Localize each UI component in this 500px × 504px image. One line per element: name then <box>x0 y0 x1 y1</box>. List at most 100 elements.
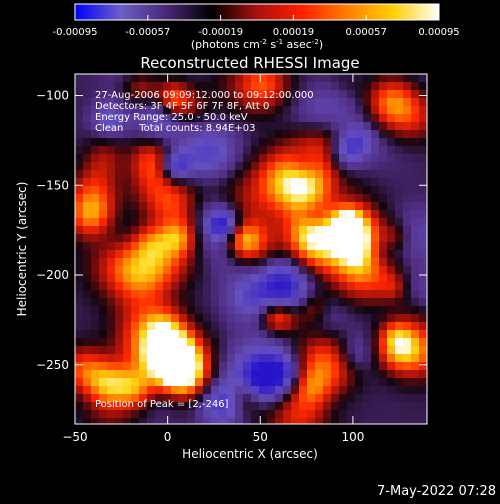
heatmap-cell <box>187 242 196 251</box>
heatmap-cell <box>419 330 427 339</box>
heatmap-cell <box>75 418 84 424</box>
heatmap-cell <box>259 162 268 171</box>
heatmap-cell <box>411 410 420 419</box>
heatmap-cell <box>139 154 148 163</box>
heatmap-cell <box>419 162 427 171</box>
heatmap-cell <box>187 82 196 91</box>
heatmap-cell <box>275 362 284 371</box>
heatmap-cell <box>219 242 228 251</box>
heatmap-cell <box>203 362 212 371</box>
heatmap-cell <box>187 146 196 155</box>
heatmap-cell <box>131 162 140 171</box>
heatmap-cell <box>331 386 340 395</box>
heatmap-cell <box>259 266 268 275</box>
heatmap-cell <box>291 226 300 235</box>
heatmap-cell <box>227 138 236 147</box>
heatmap-cell <box>147 362 156 371</box>
heatmap-cell <box>347 122 356 131</box>
heatmap-cell <box>251 98 260 107</box>
heatmap-cell <box>339 274 348 283</box>
heatmap-cell <box>203 114 212 123</box>
heatmap-cell <box>243 362 252 371</box>
heatmap-cell <box>411 226 420 235</box>
heatmap-cell <box>339 410 348 419</box>
heatmap-cell <box>75 218 84 227</box>
heatmap-cell <box>355 122 364 131</box>
heatmap-cell <box>315 178 324 187</box>
heatmap-cell <box>283 138 292 147</box>
heatmap-cell <box>307 258 316 267</box>
heatmap-cell <box>331 186 340 195</box>
heatmap-cell <box>243 202 252 211</box>
heatmap-cell <box>171 274 180 283</box>
heatmap-cell <box>243 386 252 395</box>
heatmap-cell <box>323 194 332 203</box>
heatmap-cell <box>307 370 316 379</box>
heatmap-cell <box>83 138 92 147</box>
heatmap-cell <box>355 346 364 355</box>
heatmap-cell <box>115 242 124 251</box>
heatmap-cell <box>115 162 124 171</box>
heatmap-cell <box>115 266 124 275</box>
heatmap-cell <box>371 354 380 363</box>
heatmap-cell <box>355 210 364 219</box>
heatmap-cell <box>331 258 340 267</box>
heatmap-cell <box>131 386 140 395</box>
heatmap-cell <box>403 266 412 275</box>
heatmap-cell <box>131 210 140 219</box>
heatmap-cell <box>83 146 92 155</box>
heatmap-cell <box>147 106 156 115</box>
heatmap-cell <box>379 394 388 403</box>
heatmap-cell <box>91 322 100 331</box>
heatmap-cell <box>411 210 420 219</box>
heatmap-cell <box>75 266 84 275</box>
heatmap-cell <box>419 266 427 275</box>
heatmap-cell <box>123 242 132 251</box>
heatmap-cell <box>219 282 228 291</box>
heatmap-cell <box>411 394 420 403</box>
heatmap-cell <box>75 354 84 363</box>
axis-ticks: −50 0 50 100−100−150−200−250 <box>36 74 427 444</box>
heatmap-cell <box>195 98 204 107</box>
heatmap-cell <box>299 386 308 395</box>
heatmap-cell <box>395 106 404 115</box>
heatmap-cell <box>291 274 300 283</box>
heatmap-cell <box>219 130 228 139</box>
heatmap-cell <box>131 186 140 195</box>
heatmap-cell <box>147 250 156 259</box>
heatmap-cell <box>387 90 396 99</box>
heatmap-cell <box>283 90 292 99</box>
heatmap-cell <box>395 378 404 387</box>
heatmap-cell <box>99 386 108 395</box>
heatmap-cell <box>179 210 188 219</box>
heatmap-cell <box>411 346 420 355</box>
heatmap-cell <box>363 394 372 403</box>
heatmap-cell <box>251 418 260 424</box>
heatmap-cell <box>227 258 236 267</box>
heatmap-cell <box>107 170 116 179</box>
heatmap-cell <box>139 234 148 243</box>
heatmap-cell <box>387 130 396 139</box>
heatmap-cell <box>227 90 236 99</box>
heatmap-cell <box>323 290 332 299</box>
heatmap-cell <box>259 210 268 219</box>
heatmap-cell <box>363 186 372 195</box>
heatmap-cell <box>331 346 340 355</box>
heatmap-cell <box>203 410 212 419</box>
heatmap-cell <box>411 74 420 83</box>
heatmap-cell <box>187 122 196 131</box>
heatmap-cell <box>203 418 212 424</box>
heatmap-cell <box>147 410 156 419</box>
colorbar-tick-label: 0.00057 <box>346 27 387 38</box>
heatmap-cell <box>411 154 420 163</box>
heatmap-cell <box>107 378 116 387</box>
heatmap-cell <box>355 418 364 424</box>
heatmap-cell <box>339 98 348 107</box>
heatmap-cell <box>75 178 84 187</box>
heatmap-cell <box>147 386 156 395</box>
heatmap-cell <box>379 74 388 83</box>
heatmap-cell <box>219 410 228 419</box>
heatmap-cell <box>211 130 220 139</box>
heatmap-cell <box>227 98 236 107</box>
heatmap-cell <box>227 250 236 259</box>
